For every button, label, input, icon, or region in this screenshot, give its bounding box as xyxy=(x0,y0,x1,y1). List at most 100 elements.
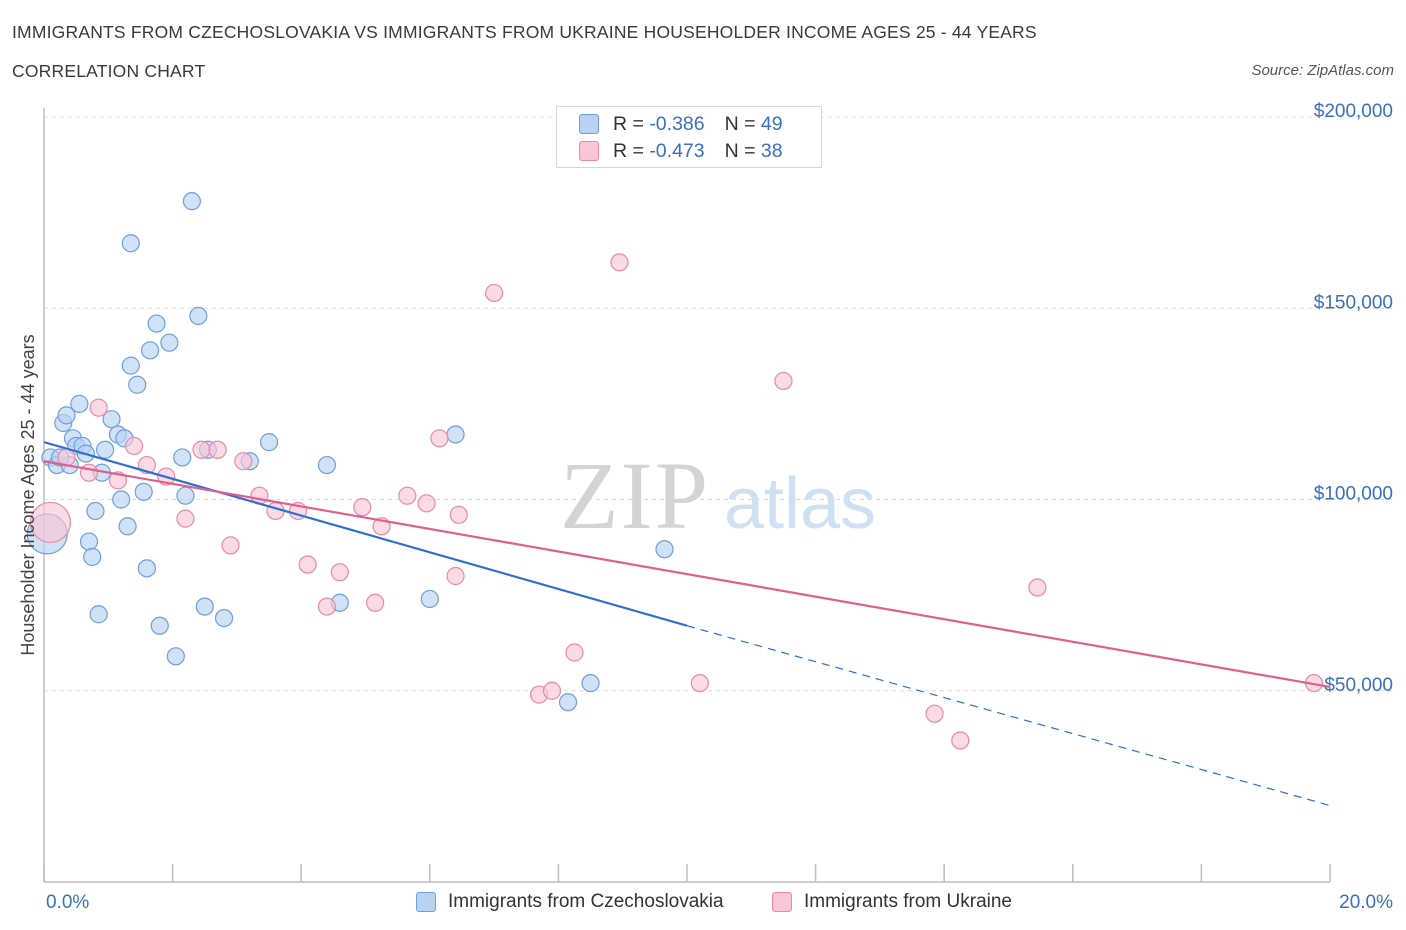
x-tick-labels: 0.0% 20.0% xyxy=(46,892,1393,913)
point-czechoslovakia xyxy=(446,425,465,444)
y-tick-label: $50,000 xyxy=(1324,675,1393,696)
trend-line-ukraine xyxy=(43,460,1331,689)
point-ukraine xyxy=(317,597,337,616)
y-axis-title: Householder Income Ages 25 - 44 years xyxy=(18,334,38,655)
point-czechoslovakia xyxy=(118,517,137,536)
bottom-legend-label-ukraine: Immigrants from Ukraine xyxy=(804,891,1012,912)
point-ukraine xyxy=(366,593,385,612)
x-tick-label: 0.0% xyxy=(46,892,89,913)
legend-row-czech: R = -0.386 N = 49 xyxy=(579,111,783,137)
point-czechoslovakia xyxy=(137,559,156,578)
point-ukraine xyxy=(430,429,449,448)
point-czechoslovakia xyxy=(147,314,166,333)
point-ukraine xyxy=(124,436,144,456)
bottom-legend-czech[interactable]: Immigrants from Czechoslovakia xyxy=(416,889,724,915)
point-czechoslovakia xyxy=(134,482,153,501)
point-czechoslovakia xyxy=(70,394,89,413)
point-ukraine xyxy=(192,440,211,459)
point-czechoslovakia xyxy=(121,234,140,253)
legend-r-label: R = xyxy=(613,139,644,162)
chart-subtitle: CORRELATION CHART xyxy=(12,61,206,81)
legend-n-label: N = xyxy=(724,139,756,162)
point-czechoslovakia xyxy=(128,375,147,394)
watermark-zip: ZIP xyxy=(560,442,710,549)
point-ukraine xyxy=(330,563,349,582)
point-ukraine xyxy=(108,471,128,490)
point-czechoslovakia xyxy=(83,547,102,566)
point-czechoslovakia xyxy=(259,433,279,452)
chart-title: IMMIGRANTS FROM CZECHOSLOVAKIA VS IMMIGR… xyxy=(12,22,1037,42)
point-czechoslovakia xyxy=(86,501,105,521)
point-ukraine xyxy=(542,681,562,700)
trend-line-czechoslovakia xyxy=(43,441,688,627)
point-ukraine xyxy=(1028,578,1047,597)
grid-lines xyxy=(44,116,1395,692)
series-ukraine xyxy=(29,253,1324,750)
watermark: ZIP atlas xyxy=(560,442,876,549)
point-czechoslovakia xyxy=(176,486,195,505)
point-czechoslovakia xyxy=(195,597,214,616)
point-ukraine xyxy=(417,494,436,513)
point-czechoslovakia xyxy=(182,192,201,211)
x-tick-label: 20.0% xyxy=(1339,892,1393,913)
bottom-legend-ukraine[interactable]: Immigrants from Ukraine xyxy=(772,889,1012,915)
legend-r-value-ukraine: -0.473 xyxy=(649,139,705,162)
point-ukraine xyxy=(565,643,584,662)
legend-r-value-czech: -0.386 xyxy=(649,112,705,135)
trend-lines xyxy=(43,441,1331,807)
bottom-legend-label-czech: Immigrants from Czechoslovakia xyxy=(448,891,724,912)
legend-n-value-ukraine: 38 xyxy=(760,139,783,162)
point-czechoslovakia xyxy=(166,647,185,666)
point-czechoslovakia xyxy=(214,608,234,628)
y-tick-label: $150,000 xyxy=(1314,292,1393,313)
point-ukraine xyxy=(925,704,944,723)
legend-n-value-czech: 49 xyxy=(760,112,783,135)
y-tick-label: $100,000 xyxy=(1314,484,1393,505)
point-czechoslovakia xyxy=(558,693,578,712)
point-czechoslovakia xyxy=(160,333,179,352)
legend-r-label: R = xyxy=(613,112,644,135)
point-czechoslovakia xyxy=(95,440,115,459)
point-ukraine xyxy=(398,486,417,505)
y-tick-labels: $50,000 $100,000 $150,000 $200,000 xyxy=(1314,101,1393,696)
legend-swatch-ukraine xyxy=(579,141,599,161)
point-ukraine xyxy=(234,452,253,471)
point-czechoslovakia xyxy=(150,616,169,635)
point-czechoslovakia xyxy=(79,532,99,551)
point-czechoslovakia xyxy=(317,455,337,475)
legend-swatch-czech xyxy=(579,114,599,134)
point-ukraine xyxy=(176,509,195,528)
point-czechoslovakia xyxy=(89,605,108,624)
legend-n-label: N = xyxy=(724,112,756,135)
legend-box: R = -0.386 N = 49 R = -0.473 N = 38 xyxy=(556,106,822,168)
bottom-legend-swatch-ukraine xyxy=(772,892,792,912)
point-czechoslovakia xyxy=(121,356,140,375)
point-ukraine xyxy=(774,371,793,391)
y-tick-label: $200,000 xyxy=(1314,101,1393,122)
point-ukraine xyxy=(221,536,240,555)
point-czechoslovakia xyxy=(420,589,439,609)
point-ukraine xyxy=(298,555,317,574)
point-ukraine xyxy=(951,731,970,750)
point-ukraine xyxy=(208,440,227,459)
point-czechoslovakia xyxy=(102,410,121,429)
point-czechoslovakia xyxy=(57,406,76,425)
legend-row-ukraine: R = -0.473 N = 38 xyxy=(579,138,783,164)
point-ukraine xyxy=(610,253,629,272)
bottom-legend-swatch-czech xyxy=(416,892,436,912)
trend-line-czechoslovakia-extension xyxy=(686,625,1331,807)
point-czechoslovakia xyxy=(189,306,208,325)
watermark-atlas: atlas xyxy=(724,464,876,544)
axes xyxy=(43,108,1331,883)
source-label: Source: ZipAtlas.com xyxy=(1251,62,1394,79)
point-czechoslovakia xyxy=(655,540,674,559)
point-czechoslovakia xyxy=(112,490,131,509)
point-ukraine xyxy=(89,398,108,417)
point-ukraine xyxy=(79,463,99,482)
point-czechoslovakia xyxy=(581,673,600,693)
point-ukraine xyxy=(449,505,468,524)
point-ukraine xyxy=(446,566,465,586)
point-ukraine xyxy=(29,501,72,544)
point-czechoslovakia xyxy=(173,448,192,467)
